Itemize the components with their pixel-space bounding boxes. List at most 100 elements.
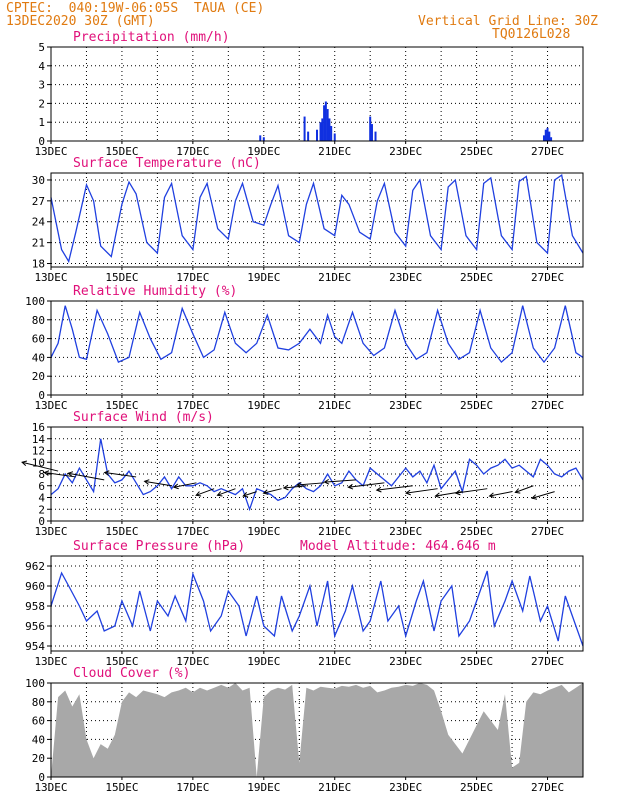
panel-title: Surface Pressure (hPa) xyxy=(73,539,245,554)
x-tick-label: 17DEC xyxy=(176,781,209,794)
wind-arrow-head xyxy=(454,489,461,496)
wind-arrow xyxy=(283,485,307,489)
wind-arrow-head xyxy=(143,479,150,485)
x-tick-label: 19DEC xyxy=(247,399,280,412)
panel-frame xyxy=(50,682,584,778)
x-tick-label: 25DEC xyxy=(460,399,493,412)
model-code: TQ0126L028 xyxy=(492,27,571,42)
x-tick-label: 21DEC xyxy=(318,271,351,284)
wind-arrow-head xyxy=(434,492,441,499)
precip-bar xyxy=(330,125,333,141)
x-tick-label: 27DEC xyxy=(531,271,564,284)
wind-arrow-head xyxy=(375,486,382,493)
precip-bar xyxy=(324,101,327,141)
wind-arrow-head xyxy=(282,484,289,491)
precip-bar xyxy=(544,129,547,141)
y-tick-label: 40 xyxy=(32,351,45,364)
wind-arrow xyxy=(376,485,413,491)
y-tick-label: 14 xyxy=(32,433,46,446)
precip-bar xyxy=(321,118,324,141)
wind-arrow-head xyxy=(21,460,28,467)
wind-arrow xyxy=(348,482,385,488)
precip-bar xyxy=(333,133,336,141)
panel-title: Relative Humidity (%) xyxy=(73,284,237,299)
wind-arrow xyxy=(243,491,257,497)
x-tick-label: 19DEC xyxy=(247,525,280,538)
panel-title: Cloud Cover (%) xyxy=(73,666,190,681)
y-tick-label: 0 xyxy=(38,389,45,402)
precip-bar xyxy=(550,137,553,141)
x-tick-label: 17DEC xyxy=(176,399,209,412)
y-tick-label: 8 xyxy=(38,468,45,481)
panel-title: Surface Temperature (nC) xyxy=(73,156,261,171)
y-tick-label: 20 xyxy=(32,752,45,765)
x-tick-label: 27DEC xyxy=(531,145,564,158)
x-tick-label: 21DEC xyxy=(318,655,351,668)
wind-arrow-head xyxy=(67,471,74,477)
y-tick-label: 962 xyxy=(25,560,45,573)
x-tick-label: 17DEC xyxy=(176,655,209,668)
y-tick-label: 27 xyxy=(32,195,45,208)
x-tick-label: 13DEC xyxy=(34,399,67,412)
x-tick-label: 23DEC xyxy=(389,781,422,794)
x-tick-label: 23DEC xyxy=(389,655,422,668)
wind-arrow xyxy=(455,488,488,494)
wind-arrow xyxy=(44,472,76,478)
wind-arrow xyxy=(144,480,172,487)
y-tick-label: 0 xyxy=(38,771,45,784)
wind-arrow xyxy=(173,482,197,488)
wind-arrow-head xyxy=(195,491,202,497)
precip-bar xyxy=(262,137,265,141)
x-tick-label: 23DEC xyxy=(389,145,422,158)
y-tick-label: 5 xyxy=(38,41,45,54)
wind-arrow xyxy=(21,461,59,472)
series-line xyxy=(50,570,584,647)
y-tick-label: 100 xyxy=(25,295,45,308)
x-tick-label: 19DEC xyxy=(247,781,280,794)
y-tick-label: 958 xyxy=(25,600,45,613)
x-tick-label: 15DEC xyxy=(105,271,138,284)
wind-arrow xyxy=(489,491,513,497)
precip-bar xyxy=(326,109,329,141)
wind-arrow xyxy=(195,488,215,496)
x-tick-label: 13DEC xyxy=(34,145,67,158)
x-tick-label: 25DEC xyxy=(460,145,493,158)
wind-arrow xyxy=(531,491,555,499)
x-tick-label: 19DEC xyxy=(247,271,280,284)
x-tick-label: 25DEC xyxy=(460,271,493,284)
wind-arrow-head xyxy=(405,489,411,496)
wind-arrow-head xyxy=(172,483,179,490)
wind-arrow-head xyxy=(43,470,50,476)
x-tick-label: 13DEC xyxy=(34,525,67,538)
wind-arrow-head xyxy=(531,494,538,500)
series-line xyxy=(50,438,584,512)
x-tick-label: 17DEC xyxy=(176,271,209,284)
x-tick-label: 17DEC xyxy=(176,145,209,158)
wind-arrow xyxy=(68,472,105,481)
wind-arrow xyxy=(515,485,534,493)
wind-arrow xyxy=(217,488,236,496)
y-tick-label: 24 xyxy=(32,216,46,229)
y-tick-label: 21 xyxy=(32,237,45,250)
wind-arrow-head xyxy=(323,478,330,485)
precip-bar xyxy=(546,127,549,141)
y-tick-label: 60 xyxy=(32,333,45,346)
x-tick-label: 13DEC xyxy=(34,271,67,284)
panel-annotation: Model Altitude: 464.646 m xyxy=(300,539,496,554)
x-tick-label: 23DEC xyxy=(389,399,422,412)
series-line xyxy=(50,305,584,364)
y-tick-label: 30 xyxy=(32,174,45,187)
panel-frame xyxy=(50,555,584,652)
panel-title: Surface Wind (m/s) xyxy=(73,410,214,425)
y-tick-label: 954 xyxy=(25,640,45,653)
x-tick-label: 21DEC xyxy=(318,525,351,538)
y-tick-label: 0 xyxy=(38,135,45,148)
x-tick-label: 13DEC xyxy=(34,655,67,668)
x-tick-label: 23DEC xyxy=(389,271,422,284)
precip-bar xyxy=(316,129,318,141)
y-tick-label: 10 xyxy=(32,456,45,469)
wind-arrow xyxy=(104,472,137,478)
x-tick-label: 25DEC xyxy=(460,655,493,668)
y-tick-label: 4 xyxy=(38,492,45,505)
y-tick-label: 12 xyxy=(32,445,45,458)
